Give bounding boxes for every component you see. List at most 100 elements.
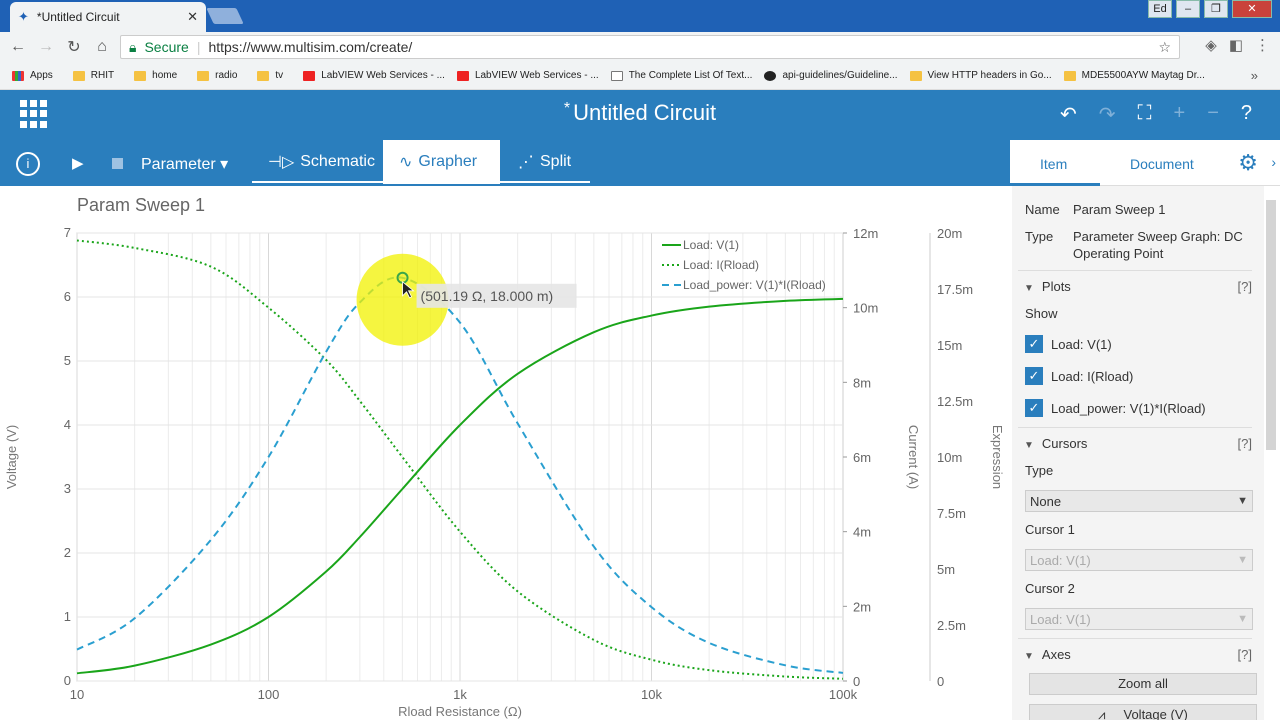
redo-icon[interactable]: ↷	[1098, 104, 1116, 126]
tab-grapher[interactable]: ∿ Grapher	[383, 140, 500, 184]
expression-tick-label: 20m	[937, 226, 962, 241]
checkmark-icon: ✓	[1025, 367, 1043, 385]
cursor2-select[interactable]: Load: V(1) ▼	[1025, 608, 1253, 630]
cursor-type-label: Type	[1025, 463, 1054, 478]
folder-icon	[72, 70, 85, 81]
help-icon[interactable]: ?	[1240, 102, 1252, 124]
sine-wave-icon: ∿	[399, 154, 413, 171]
stop-icon[interactable]	[112, 158, 123, 169]
active-tab-indicator	[1010, 183, 1100, 186]
plot-checkbox-voltage[interactable]: ✓ Load: V(1)	[1025, 335, 1112, 353]
cursor1-select[interactable]: Load: V(1) ▼	[1025, 549, 1253, 571]
help-link[interactable]: [?]	[1237, 647, 1252, 662]
info-icon[interactable]: i	[16, 152, 40, 176]
graph-title[interactable]: Param Sweep 1	[77, 195, 206, 215]
tab-document[interactable]: Document	[1130, 156, 1194, 172]
cursor-type-select[interactable]: None ▼	[1025, 490, 1253, 512]
bookmark-item[interactable]: MDE5500AYW Maytag Dr...	[1063, 70, 1205, 81]
address-bar[interactable]: 🔒︎ Secure | https://www.multisim.com/cre…	[120, 35, 1180, 59]
voltage-tick-label: 2	[64, 545, 71, 560]
home-icon[interactable]: ⌂	[97, 38, 107, 55]
undo-icon[interactable]: ↶	[1059, 104, 1077, 126]
help-link[interactable]: [?]	[1237, 436, 1252, 451]
window-close-icon[interactable]: ✕	[1232, 0, 1272, 18]
gear-icon[interactable]: ⚙	[1238, 150, 1258, 175]
checkmark-icon: ✓	[1025, 335, 1043, 353]
bookmark-item[interactable]: RHIT	[72, 70, 114, 81]
voltage-tick-label: 6	[64, 289, 71, 304]
bookmarks-bar: Apps RHIT home radio tv LabVIEW Web Serv…	[0, 62, 1280, 90]
bookmark-item[interactable]: api-guidelines/Guideline...	[764, 70, 898, 81]
tab-split[interactable]: ⋰ Split	[518, 153, 572, 171]
help-link[interactable]: [?]	[1237, 279, 1252, 294]
bookmark-item[interactable]: LabVIEW Web Services - ...	[303, 70, 445, 81]
new-tab-button[interactable]	[206, 8, 244, 24]
bookmark-star-icon[interactable]: ☆	[1158, 38, 1171, 55]
tab-schematic[interactable]: ⊣▷ Schematic	[268, 153, 375, 171]
voltage-tick-label: 4	[64, 417, 71, 432]
collapse-icon: ▼	[1024, 651, 1034, 662]
zoom-all-button[interactable]: Zoom all	[1029, 673, 1257, 695]
caret-down-icon: ▼	[1237, 495, 1248, 507]
x-tick-label: 1k	[453, 687, 467, 702]
page-icon	[909, 70, 922, 81]
cursor-highlight	[356, 253, 449, 346]
extension-icon[interactable]: ◧	[1228, 37, 1243, 54]
bookmarks-overflow-icon[interactable]: »	[1250, 68, 1258, 83]
x-tick-label: 100k	[829, 687, 858, 702]
panel-scrollbar[interactable]	[1266, 200, 1276, 450]
document-icon	[610, 70, 623, 81]
voltage-axis-button[interactable]: ⩘ Voltage (V)	[1029, 704, 1257, 720]
extension-icon[interactable]: ◈	[1205, 37, 1217, 54]
legend-entry: Load: I(Rload)	[683, 258, 759, 272]
plot-checkbox-current[interactable]: ✓ Load: I(Rload)	[1025, 367, 1133, 385]
bookmark-item[interactable]: tv	[257, 70, 283, 81]
browser-tab[interactable]: ✦ *Untitled Circuit ✕	[10, 2, 206, 32]
cursors-section-header[interactable]: ▼ Cursors [?]	[1018, 427, 1252, 451]
fullscreen-icon[interactable]: ⛶	[1137, 102, 1152, 124]
current-tick-label: 0	[853, 674, 860, 689]
name-value[interactable]: Param Sweep 1	[1073, 202, 1166, 217]
app-launcher-icon[interactable]	[20, 100, 48, 128]
axes-section-header[interactable]: ▼ Axes [?]	[1018, 638, 1252, 662]
bookmark-item[interactable]: LabVIEW Web Services - ...	[456, 70, 599, 81]
back-icon[interactable]: ←	[10, 38, 26, 55]
zoom-out-icon[interactable]: −	[1207, 102, 1219, 124]
menu-icon[interactable]: ⋮	[1255, 37, 1270, 54]
maximize-icon[interactable]: ❐	[1204, 0, 1228, 18]
close-icon[interactable]: ✕	[187, 9, 198, 24]
circuit-title[interactable]: * Untitled Circuit	[0, 100, 1280, 126]
cursor2-label: Cursor 2	[1025, 581, 1075, 596]
current-tick-label: 4m	[853, 525, 871, 540]
reload-icon[interactable]: ↻	[67, 39, 81, 56]
folder-icon	[197, 70, 210, 81]
bookmark-item[interactable]: View HTTP headers in Go...	[909, 70, 1052, 81]
bookmark-item[interactable]: home	[134, 70, 177, 81]
show-label: Show	[1025, 306, 1058, 321]
legend-entry: Load_power: V(1)*I(Rload)	[683, 278, 826, 292]
minimize-icon[interactable]: –	[1176, 0, 1200, 18]
forward-icon[interactable]: →	[38, 38, 54, 55]
analysis-dropdown[interactable]: Parameter ▾	[141, 154, 228, 174]
series-line-0	[76, 297, 844, 675]
plot-checkbox-power[interactable]: ✓ Load_power: V(1)*I(Rload)	[1025, 399, 1206, 417]
unsaved-marker: *	[563, 100, 571, 117]
bookmark-item[interactable]: Apps	[12, 70, 53, 81]
expression-tick-label: 7.5m	[937, 506, 966, 521]
run-icon[interactable]: ▶	[72, 155, 84, 172]
expression-tick-label: 0	[937, 674, 944, 689]
collapse-icon: ▼	[1024, 283, 1034, 294]
user-badge[interactable]: Ed	[1148, 0, 1172, 18]
plots-section-header[interactable]: ▼ Plots [?]	[1018, 270, 1252, 294]
bookmark-item[interactable]: The Complete List Of Text...	[610, 70, 752, 81]
expression-axis-label: Expression	[990, 425, 1005, 489]
chevron-right-icon[interactable]: ›	[1271, 154, 1276, 170]
schematic-icon: ⊣▷	[268, 154, 295, 171]
tab-underline	[252, 181, 383, 183]
bookmark-item[interactable]: radio	[197, 70, 237, 81]
tab-item[interactable]: Item	[1040, 156, 1068, 172]
zoom-in-icon[interactable]: +	[1173, 102, 1186, 124]
param-sweep-chart[interactable]: 0 1 2 3 4 5 6 7 0 2m 4m 6m 8m 10m 12m 0 2.5m 5m 7.5m 10m 12.…	[0, 186, 1010, 720]
expression-tick-label: 2.5m	[937, 618, 966, 633]
browser-toolbar: ← → ↻ ⌂ 🔒︎ Secure | https://www.multisim…	[0, 32, 1280, 62]
